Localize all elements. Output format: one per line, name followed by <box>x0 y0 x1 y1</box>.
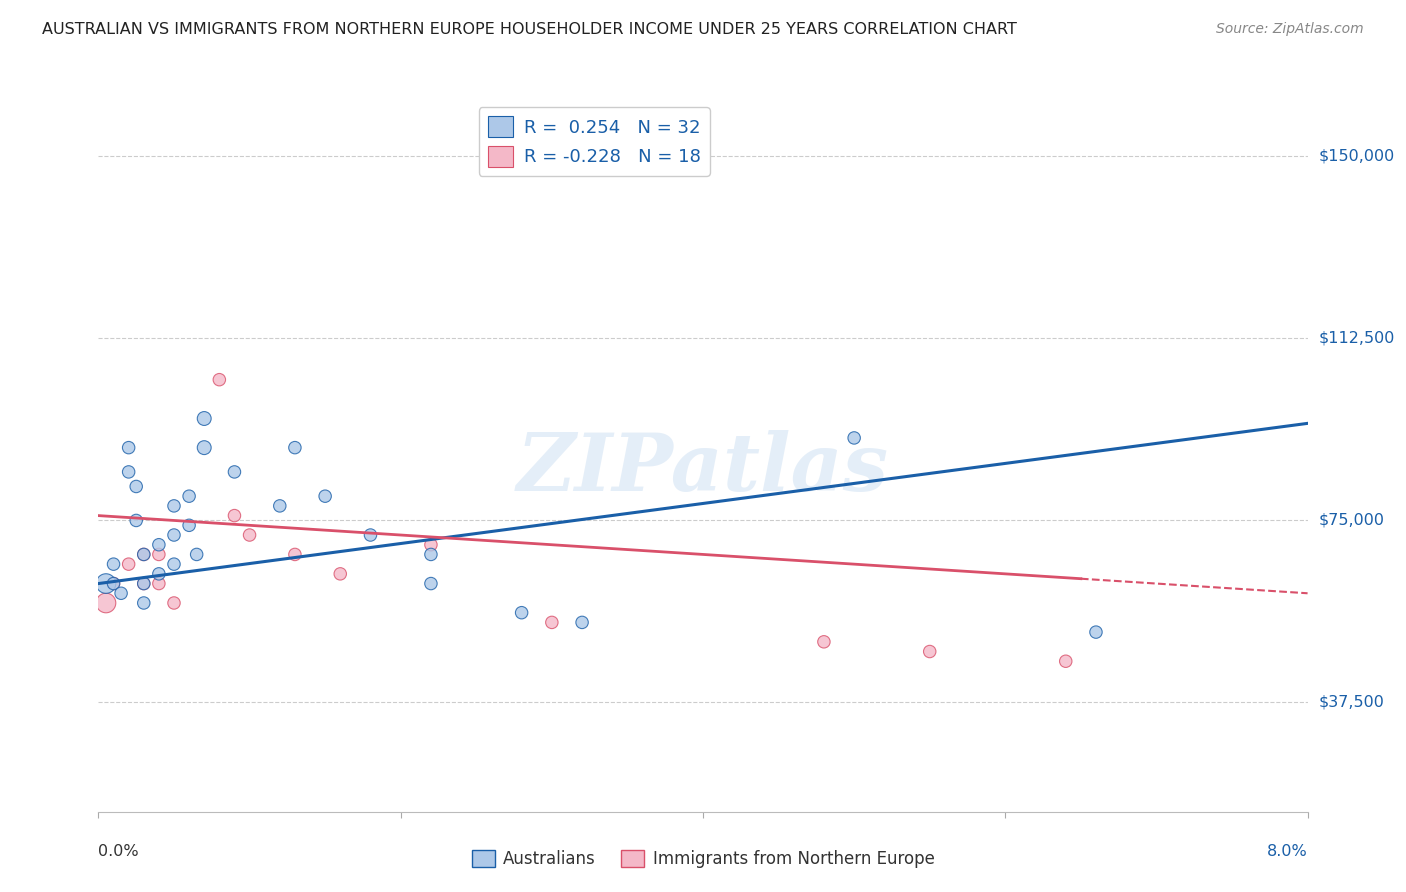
Point <box>148 576 170 591</box>
Point <box>510 606 533 620</box>
Point <box>1054 654 1077 668</box>
Text: $75,000: $75,000 <box>1319 513 1385 528</box>
Point <box>148 538 170 552</box>
Point <box>132 576 155 591</box>
Point <box>1085 625 1108 640</box>
Point <box>125 513 148 527</box>
Point <box>163 596 186 610</box>
Point <box>118 465 141 479</box>
Point <box>148 566 170 581</box>
Point <box>132 548 155 562</box>
Point <box>179 489 201 503</box>
Point <box>103 576 125 591</box>
Point <box>208 373 231 387</box>
Point <box>94 576 117 591</box>
Point <box>239 528 262 542</box>
Point <box>125 479 148 493</box>
Point <box>103 557 125 571</box>
Legend: R =  0.254   N = 32, R = -0.228   N = 18: R = 0.254 N = 32, R = -0.228 N = 18 <box>478 107 710 176</box>
Text: $150,000: $150,000 <box>1319 149 1395 164</box>
Point <box>110 586 132 600</box>
Point <box>163 528 186 542</box>
Point <box>813 635 835 649</box>
Text: Source: ZipAtlas.com: Source: ZipAtlas.com <box>1216 22 1364 37</box>
Point <box>359 528 381 542</box>
Point <box>118 557 141 571</box>
Point <box>118 441 141 455</box>
Point <box>94 596 117 610</box>
Point <box>269 499 291 513</box>
Point <box>179 518 201 533</box>
Text: 8.0%: 8.0% <box>1267 844 1308 859</box>
Point <box>844 431 866 445</box>
Point <box>329 566 352 581</box>
Point <box>918 644 941 658</box>
Point <box>132 596 155 610</box>
Text: $112,500: $112,500 <box>1319 331 1395 346</box>
Point <box>132 576 155 591</box>
Point <box>284 441 307 455</box>
Point <box>163 557 186 571</box>
Point <box>540 615 562 630</box>
Point <box>132 548 155 562</box>
Point <box>284 548 307 562</box>
Point <box>103 576 125 591</box>
Point <box>419 538 441 552</box>
Point <box>163 499 186 513</box>
Text: AUSTRALIAN VS IMMIGRANTS FROM NORTHERN EUROPE HOUSEHOLDER INCOME UNDER 25 YEARS : AUSTRALIAN VS IMMIGRANTS FROM NORTHERN E… <box>42 22 1017 37</box>
Point <box>314 489 336 503</box>
Text: ZIPatlas: ZIPatlas <box>517 431 889 508</box>
Point <box>571 615 593 630</box>
Text: 0.0%: 0.0% <box>98 844 139 859</box>
Legend: Australians, Immigrants from Northern Europe: Australians, Immigrants from Northern Eu… <box>465 843 941 875</box>
Point <box>419 576 441 591</box>
Point <box>186 548 208 562</box>
Text: $37,500: $37,500 <box>1319 695 1385 710</box>
Point <box>419 548 441 562</box>
Point <box>148 548 170 562</box>
Point <box>224 465 246 479</box>
Point <box>193 411 215 425</box>
Point <box>193 441 215 455</box>
Point <box>224 508 246 523</box>
